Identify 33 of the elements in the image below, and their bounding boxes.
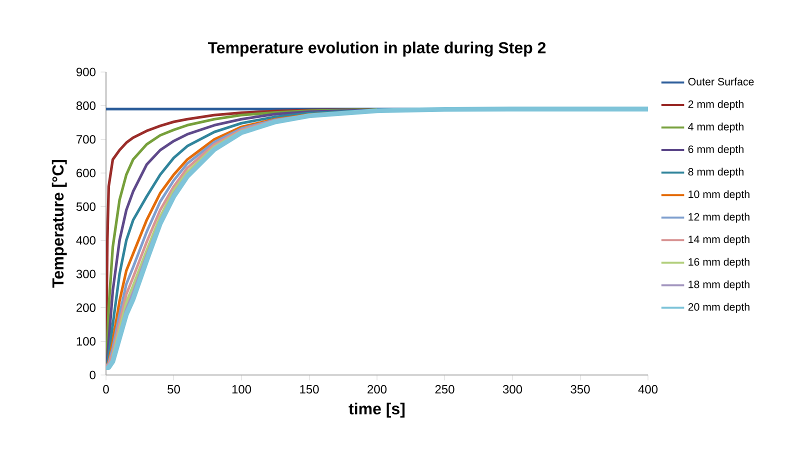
y-tick-label: 800 [76,101,96,110]
legend-label: 16 mm depth [688,258,750,268]
y-tick-label: 400 [76,236,96,245]
legend-label: Outer Surface [688,78,754,86]
legend-label: 6 mm depth [688,145,744,156]
x-tick-label: 150 [300,385,319,394]
x-tick-label: 300 [502,385,522,394]
x-tick-label: 50 [168,385,180,394]
y-tick-label: 700 [76,135,96,144]
x-tick-label: 400 [638,385,658,394]
y-tick-label: 500 [76,202,96,211]
legend-label: 10 mm depth [688,190,750,200]
legend-label: 18 mm depth [688,280,750,290]
legend-label: 14 mm depth [688,235,750,246]
legend-label: 20 mm depth [688,302,750,313]
y-tick-label: 200 [76,303,96,312]
y-tick-label: 100 [76,337,96,346]
y-tick-label: 300 [76,270,96,278]
x-tick-label: 350 [570,385,590,394]
x-axis-title: time [s] [348,402,405,418]
x-tick-label: 200 [368,385,387,394]
y-tick-label: 0 [90,370,96,380]
y-tick-label: 900 [76,68,96,76]
legend-label: 2 mm depth [688,100,744,110]
x-tick-label: 0 [103,385,109,394]
chart-title: Temperature evolution in plate during Step 2 [208,42,546,57]
y-tick-label: 600 [76,168,96,178]
legend-label: 4 mm depth [688,122,744,133]
legend-label: 12 mm depth [688,212,750,223]
legend-label: 8 mm depth [688,168,744,178]
x-tick-label: 100 [232,385,252,394]
x-tick-label: 250 [435,385,454,394]
y-axis-title: Temperature [°C] [52,160,67,288]
